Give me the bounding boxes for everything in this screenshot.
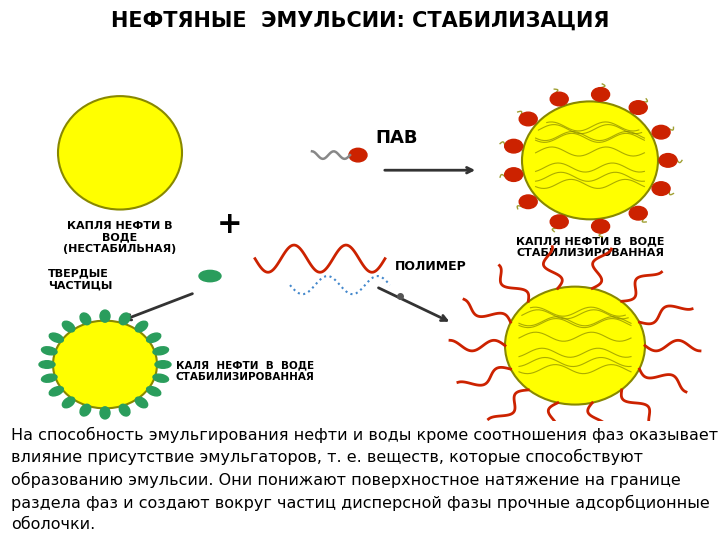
Ellipse shape	[135, 397, 148, 408]
Text: КАПЛЯ НЕФТИ В
ВОДЕ
(НЕСТАБИЛЬНАЯ): КАПЛЯ НЕФТИ В ВОДЕ (НЕСТАБИЛЬНАЯ)	[63, 221, 176, 254]
Ellipse shape	[42, 374, 57, 382]
Text: НЕФТЯНЫЕ  ЭМУЛЬСИИ: СТАБИЛИЗАЦИЯ: НЕФТЯНЫЕ ЭМУЛЬСИИ: СТАБИЛИЗАЦИЯ	[111, 10, 609, 30]
Circle shape	[505, 168, 523, 181]
Ellipse shape	[49, 387, 63, 396]
Ellipse shape	[53, 321, 157, 408]
Ellipse shape	[63, 321, 75, 332]
Ellipse shape	[80, 313, 91, 325]
Ellipse shape	[39, 361, 55, 368]
Circle shape	[592, 87, 610, 101]
Text: ПАВ: ПАВ	[375, 129, 418, 147]
Text: ПОЛИМЕР: ПОЛИМЕР	[395, 260, 467, 273]
Text: КАЛЯ  НЕФТИ  В  ВОДЕ
СТАБИЛИЗИРОВАННАЯ: КАЛЯ НЕФТИ В ВОДЕ СТАБИЛИЗИРОВАННАЯ	[176, 361, 315, 382]
Circle shape	[519, 112, 537, 126]
Ellipse shape	[147, 387, 161, 396]
Ellipse shape	[80, 404, 91, 416]
Text: КАПЛЯ НЕФТИ В  ВОДЕ
СТАБИЛИЗИРОВАННАЯ: КАПЛЯ НЕФТИ В ВОДЕ СТАБИЛИЗИРОВАННАЯ	[516, 236, 665, 258]
Ellipse shape	[100, 310, 110, 322]
Text: ТВЕРДЫЕ
ЧАСТИЦЫ: ТВЕРДЫЕ ЧАСТИЦЫ	[48, 268, 112, 290]
Ellipse shape	[153, 374, 168, 382]
Circle shape	[652, 182, 670, 195]
Circle shape	[659, 153, 677, 167]
Circle shape	[349, 148, 367, 162]
Circle shape	[592, 220, 610, 233]
Text: На способность эмульгирования нефти и воды кроме соотношения фаз оказывает
влиян: На способность эмульгирования нефти и во…	[11, 427, 718, 532]
Ellipse shape	[49, 333, 63, 342]
Circle shape	[629, 206, 647, 220]
Circle shape	[629, 101, 647, 114]
Ellipse shape	[199, 271, 221, 282]
Circle shape	[550, 92, 568, 106]
Ellipse shape	[155, 361, 171, 368]
Ellipse shape	[153, 347, 168, 355]
Ellipse shape	[120, 313, 130, 325]
Ellipse shape	[63, 397, 75, 408]
Circle shape	[652, 125, 670, 139]
Circle shape	[505, 139, 523, 153]
Ellipse shape	[58, 96, 182, 210]
Ellipse shape	[120, 404, 130, 416]
Text: +: +	[217, 210, 243, 239]
Ellipse shape	[522, 102, 658, 219]
Circle shape	[519, 195, 537, 208]
Circle shape	[550, 215, 568, 228]
Ellipse shape	[147, 333, 161, 342]
Ellipse shape	[135, 321, 148, 332]
Ellipse shape	[100, 407, 110, 419]
Ellipse shape	[42, 347, 57, 355]
Ellipse shape	[505, 287, 645, 404]
